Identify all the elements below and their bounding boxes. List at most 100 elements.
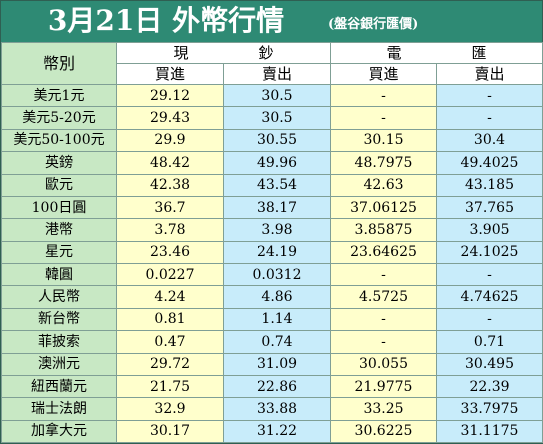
remittance-sell-value: - — [436, 307, 543, 332]
cash-sell-value: 30.5 — [223, 83, 331, 108]
cash-buy-value: 36.7 — [116, 195, 224, 220]
remittance-buy-value: - — [330, 307, 437, 332]
cash-buy-value: 29.12 — [116, 83, 224, 108]
table-row: 新台幣 0.81 1.14- - — [1, 307, 543, 332]
remittance-buy-value: 42.63 — [330, 173, 437, 197]
table-row: 紐西蘭元 21.75 22.86 21.9775 22.39 — [1, 374, 543, 399]
currency-name: 美元1元 — [1, 83, 117, 108]
currency-name: 新台幣 — [1, 307, 117, 332]
remittance-buy-value: 30.15 — [330, 128, 437, 153]
cash-sell-value: 30.55 — [223, 128, 331, 153]
currency-name: 歐元 — [1, 173, 117, 197]
page-title: 3月21日 外幣行情 — [47, 4, 285, 37]
cash-buy-value: 0.0227 — [116, 262, 224, 287]
remittance-header-char-1: 電 — [386, 44, 402, 62]
remittance-buy-value: - — [330, 262, 437, 287]
cash-buy-value: 4.24 — [116, 285, 224, 309]
currency-name: 港幣 — [1, 218, 117, 242]
remittance-sell-value: 30.4 — [436, 128, 543, 153]
remittance-buy-value: 3.85875 — [330, 218, 437, 242]
remittance-sell-value: 0.71 — [436, 330, 543, 354]
cash-buy-header: 買進 — [116, 63, 224, 85]
remittance-sell-value: 37.765 — [436, 195, 543, 220]
currency-name: 瑞士法朗 — [1, 397, 117, 421]
cash-buy-value: 48.42 — [116, 151, 224, 175]
cash-sell-value: 33.88 — [223, 397, 331, 421]
cash-header-char-2: 鈔 — [258, 44, 274, 62]
cash-sell-value: 24.19 — [223, 240, 331, 265]
table-row: 菲披索 0.47 0.74-0.71 — [1, 330, 543, 354]
remittance-buy-value: 37.06125 — [330, 195, 437, 220]
cash-sell-value: 3.98 — [223, 218, 331, 242]
cash-buy-value: 21.75 — [116, 374, 224, 399]
currency-name: 紐西蘭元 — [1, 374, 117, 399]
cash-buy-value: 30.17 — [116, 419, 224, 444]
remittance-sell-value: 3.905 — [436, 218, 543, 242]
remittance-sell-value: 49.4025 — [436, 151, 543, 175]
cash-sell-value: 0.74 — [223, 330, 331, 354]
cash-sell-value: 0.0312 — [223, 262, 331, 287]
cash-buy-value: 3.78 — [116, 218, 224, 242]
remittance-buy-value: 30.6225 — [330, 419, 437, 444]
cash-buy-value: 0.47 — [116, 330, 224, 354]
table-row: 美元1元 29.12 30.5- - — [1, 83, 543, 108]
currency-name: 加拿大元 — [1, 419, 117, 444]
cash-buy-value: 29.43 — [116, 106, 224, 130]
remittance-sell-value: - — [436, 83, 543, 108]
table-row: 英鎊 48.42 49.96 48.7975 49.4025 — [1, 151, 543, 175]
remittance-buy-value: 21.9775 — [330, 374, 437, 399]
currency-name: 菲披索 — [1, 330, 117, 354]
remittance-header-char-2: 匯 — [471, 44, 487, 62]
remittance-sell-value: - — [436, 262, 543, 287]
remittance-buy-value: 33.25 — [330, 397, 437, 421]
remittance-sell-value: 31.1175 — [436, 419, 543, 444]
table-row: 韓圓 0.0227 0.0312- - — [1, 262, 543, 287]
table-row: 美元5-20元 29.43 30.5- - — [1, 106, 543, 130]
table-row: 人民幣 4.24 4.86 4.5725 4.74625 — [1, 285, 543, 309]
cash-buy-value: 0.81 — [116, 307, 224, 332]
currency-column-header: 幣別 — [1, 42, 117, 85]
remittance-buy-value: - — [330, 106, 437, 130]
remittance-sell-value: - — [436, 106, 543, 130]
cash-sell-value: 49.96 — [223, 151, 331, 175]
table-row: 100日圓 36.7 38.17 37.06125 37.765 — [1, 195, 543, 220]
remittance-sell-value: 43.185 — [436, 173, 543, 197]
cash-buy-value: 29.72 — [116, 352, 224, 376]
currency-name: 美元5-20元 — [1, 106, 117, 130]
cash-sell-header: 賣出 — [223, 63, 331, 85]
remittance-sell-value: 4.74625 — [436, 285, 543, 309]
cash-sell-value: 31.22 — [223, 419, 331, 444]
title-bar: 3月21日 外幣行情 (盤谷銀行匯價) — [1, 1, 542, 42]
cash-buy-value: 29.9 — [116, 128, 224, 153]
table-row: 美元50-100元 29.9 30.55 30.15 30.4 — [1, 128, 543, 153]
remittance-buy-value: 48.7975 — [330, 151, 437, 175]
currency-name: 人民幣 — [1, 285, 117, 309]
currency-name: 星元 — [1, 240, 117, 265]
remittance-sell-header: 賣出 — [436, 63, 543, 85]
table-row: 瑞士法朗 32.9 33.88 33.25 33.7975 — [1, 397, 543, 421]
cash-buy-value: 23.46 — [116, 240, 224, 265]
cash-sell-value: 1.14 — [223, 307, 331, 332]
remittance-buy-value: - — [330, 330, 437, 354]
cash-sell-value: 30.5 — [223, 106, 331, 130]
rate-source: (盤谷銀行匯價) — [328, 17, 419, 32]
remittance-buy-value: 30.055 — [330, 352, 437, 376]
remittance-sell-value: 24.1025 — [436, 240, 543, 265]
cash-sell-value: 4.86 — [223, 285, 331, 309]
remittance-sell-value: 30.495 — [436, 352, 543, 376]
remittance-buy-value: 23.64625 — [330, 240, 437, 265]
currency-name: 韓圓 — [1, 262, 117, 287]
cash-sell-value: 22.86 — [223, 374, 331, 399]
cash-header-char-1: 現 — [173, 44, 189, 62]
rate-table-body: 美元1元 29.12 30.5- - 美元5-20元 29.43 30.5- - 美元50-10… — [1, 83, 543, 444]
table-row: 港幣 3.78 3.98 3.85875 3.905 — [1, 218, 543, 242]
cash-buy-value: 32.9 — [116, 397, 224, 421]
cash-sell-value: 43.54 — [223, 173, 331, 197]
table-row: 星元 23.46 24.19 23.64625 24.1025 — [1, 240, 543, 265]
remittance-sell-value: 33.7975 — [436, 397, 543, 421]
table-row: 澳洲元 29.72 31.09 30.055 30.495 — [1, 352, 543, 376]
currency-name: 澳洲元 — [1, 352, 117, 376]
cash-buy-value: 42.38 — [116, 173, 224, 197]
cash-group-header: 現鈔 — [116, 42, 331, 64]
